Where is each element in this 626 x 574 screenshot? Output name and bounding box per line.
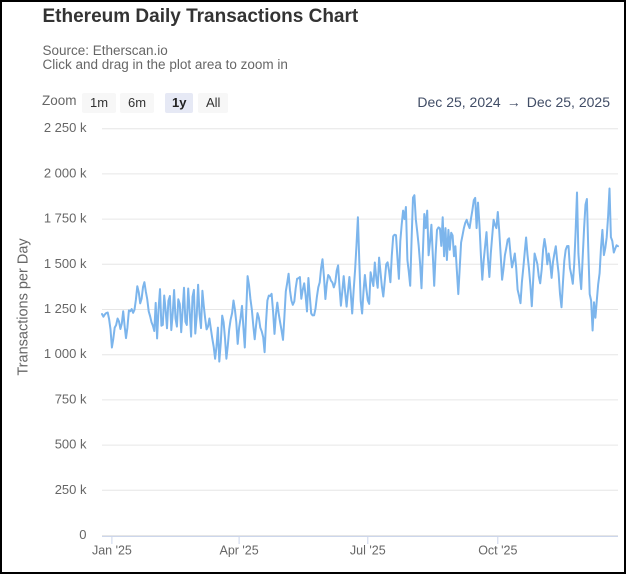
svg-text:250 k: 250 k	[55, 482, 87, 497]
svg-text:Jan '25: Jan '25	[92, 544, 132, 558]
svg-text:2 000 k: 2 000 k	[44, 165, 87, 180]
svg-text:Jul '25: Jul '25	[350, 544, 386, 558]
svg-text:750 k: 750 k	[55, 391, 87, 406]
svg-text:1 250 k: 1 250 k	[44, 301, 87, 316]
svg-text:Oct '25: Oct '25	[478, 544, 517, 558]
svg-text:2 250 k: 2 250 k	[44, 120, 87, 135]
svg-text:1 000 k: 1 000 k	[44, 346, 87, 361]
svg-text:Transactions per Day: Transactions per Day	[16, 238, 32, 376]
svg-text:1 500 k: 1 500 k	[44, 256, 87, 271]
svg-text:500 k: 500 k	[55, 437, 87, 452]
svg-text:Apr '25: Apr '25	[219, 544, 258, 558]
svg-text:0: 0	[79, 527, 86, 542]
svg-text:1 750 k: 1 750 k	[44, 211, 87, 226]
